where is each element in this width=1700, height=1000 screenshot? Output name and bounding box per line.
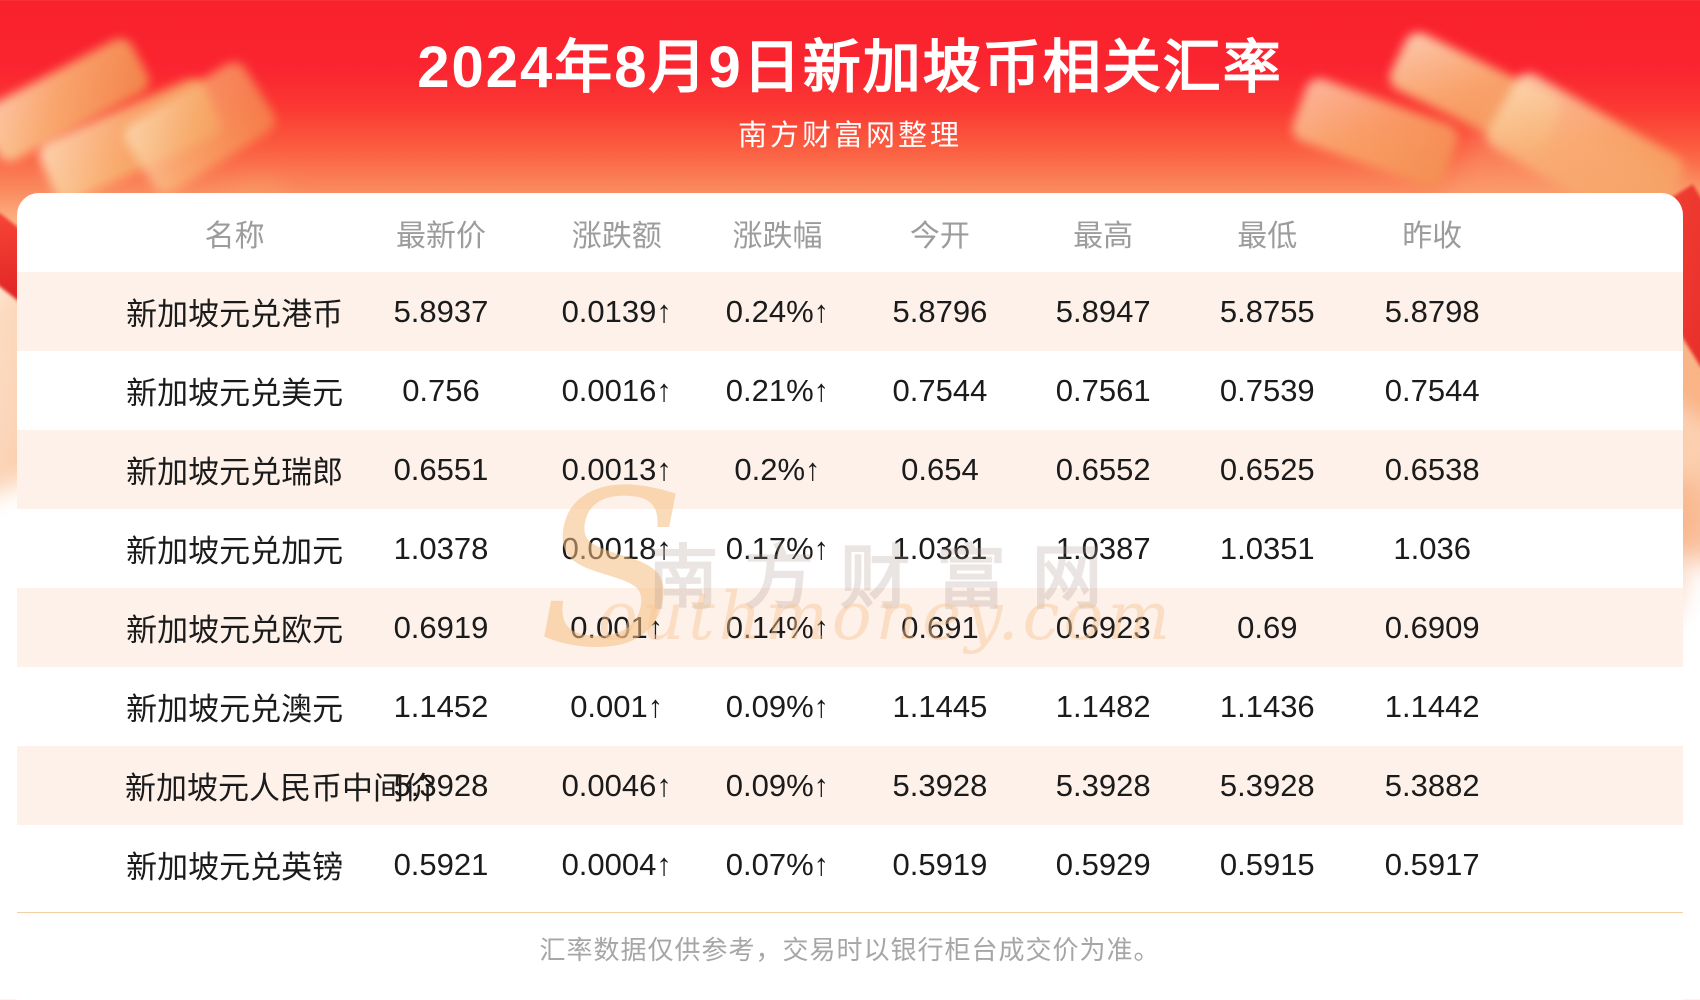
high-price: 5.3928	[1055, 767, 1151, 803]
change-amount: 0.0016↑	[561, 372, 672, 408]
change-percent: 0.2%↑	[734, 451, 821, 487]
open-price: 0.5919	[892, 846, 988, 882]
latest-price: 0.6919	[393, 609, 489, 645]
disclaimer-note: 汇率数据仅供参考，交易时以银行柜台成交价为准。	[539, 935, 1161, 965]
table-header-row: 名称 最新价 涨跌额 涨跌幅 今开 最高 最低 昨收	[17, 193, 1683, 272]
open-price: 5.8796	[892, 293, 988, 329]
pair-name: 新加坡元兑英镑	[126, 850, 344, 885]
change-percent: 0.24%↑	[725, 293, 830, 329]
column-header-change: 涨跌额	[571, 219, 662, 253]
low-price: 1.0351	[1219, 530, 1315, 566]
open-price: 0.7544	[892, 372, 988, 408]
change-amount: 0.0046↑	[561, 767, 672, 803]
change-percent: 0.14%↑	[725, 609, 830, 645]
latest-price: 0.756	[402, 372, 480, 408]
rates-card: 名称 最新价 涨跌额 涨跌幅 今开 最高 最低 昨收 新加坡元兑港币 5.893…	[17, 193, 1683, 1000]
high-price: 0.6923	[1055, 609, 1151, 645]
prev-close-price: 0.7544	[1384, 372, 1480, 408]
latest-price: 0.5921	[393, 846, 489, 882]
open-price: 0.654	[901, 451, 979, 487]
pair-name: 新加坡元兑美元	[126, 376, 344, 411]
latest-price: 1.0378	[393, 530, 489, 566]
low-price: 0.5915	[1219, 846, 1315, 882]
change-amount: 0.0139↑	[561, 293, 672, 329]
low-price: 1.1436	[1219, 688, 1315, 724]
pair-name: 新加坡元人民币中间价	[125, 771, 435, 806]
exchange-rates-table: 名称 最新价 涨跌额 涨跌幅 今开 最高 最低 昨收 新加坡元兑港币 5.893…	[17, 193, 1683, 904]
spacer-cell	[1515, 667, 1683, 746]
prev-close-price: 0.6538	[1384, 451, 1480, 487]
high-price: 1.1482	[1055, 688, 1151, 724]
change-amount: 0.001↑	[570, 609, 664, 645]
pair-name: 新加坡元兑瑞郎	[126, 455, 344, 490]
pair-name: 新加坡元兑加元	[126, 534, 344, 569]
spacer-cell	[1515, 588, 1683, 667]
prev-close-price: 5.3882	[1384, 767, 1480, 803]
open-price: 1.1445	[892, 688, 988, 724]
high-price: 0.6552	[1055, 451, 1151, 487]
prev-close-price: 0.6909	[1384, 609, 1480, 645]
spacer-cell	[1515, 825, 1683, 904]
column-header-low: 最低	[1237, 219, 1298, 253]
open-price: 5.3928	[892, 767, 988, 803]
prev-close-price: 1.1442	[1384, 688, 1480, 724]
footer-divider: 汇率数据仅供参考，交易时以银行柜台成交价为准。	[17, 912, 1683, 967]
change-percent: 0.07%↑	[725, 846, 830, 882]
high-price: 0.7561	[1055, 372, 1151, 408]
spacer-cell	[1515, 509, 1683, 588]
column-header-open: 今开	[909, 219, 970, 253]
open-price: 0.691	[901, 609, 979, 645]
column-header-change-pct: 涨跌幅	[732, 219, 823, 253]
low-price: 5.8755	[1219, 293, 1315, 329]
table-row: 新加坡元人民币中间价 5.3928 0.0046↑ 0.09%↑ 5.3928 …	[17, 746, 1683, 825]
prev-close-price: 5.8798	[1384, 293, 1480, 329]
page-subtitle: 南方财富网整理	[737, 120, 962, 152]
column-header-prev-close: 昨收	[1402, 219, 1463, 253]
change-amount: 0.0004↑	[561, 846, 672, 882]
high-price: 1.0387	[1055, 530, 1151, 566]
prev-close-price: 0.5917	[1384, 846, 1480, 882]
page-title: 2024年8月9日新加坡币相关汇率	[417, 35, 1283, 100]
column-header-high: 最高	[1073, 219, 1134, 253]
pair-name: 新加坡元兑澳元	[126, 692, 344, 727]
spacer-cell	[1515, 351, 1683, 430]
latest-price: 0.6551	[393, 451, 489, 487]
column-header-spacer	[1515, 193, 1683, 272]
latest-price: 5.3928	[393, 767, 489, 803]
low-price: 0.7539	[1219, 372, 1315, 408]
change-percent: 0.17%↑	[725, 530, 830, 566]
low-price: 0.69	[1237, 609, 1298, 645]
table-row: 新加坡元兑美元 0.756 0.0016↑ 0.21%↑ 0.7544 0.75…	[17, 351, 1683, 430]
column-header-latest: 最新价	[395, 219, 486, 253]
spacer-cell	[1515, 272, 1683, 351]
pair-name: 新加坡元兑欧元	[126, 613, 344, 648]
table-row: 新加坡元兑澳元 1.1452 0.001↑ 0.09%↑ 1.1445 1.14…	[17, 667, 1683, 746]
change-amount: 0.001↑	[570, 688, 664, 724]
prev-close-price: 1.036	[1393, 530, 1471, 566]
low-price: 5.3928	[1219, 767, 1315, 803]
open-price: 1.0361	[892, 530, 988, 566]
table-row: 新加坡元兑港币 5.8937 0.0139↑ 0.24%↑ 5.8796 5.8…	[17, 272, 1683, 351]
change-amount: 0.0013↑	[561, 451, 672, 487]
pair-name: 新加坡元兑港币	[126, 297, 344, 332]
change-amount: 0.0018↑	[561, 530, 672, 566]
latest-price: 1.1452	[393, 688, 489, 724]
low-price: 0.6525	[1219, 451, 1315, 487]
column-header-name: 名称	[204, 219, 265, 253]
table-row: 新加坡元兑欧元 0.6919 0.001↑ 0.14%↑ 0.691 0.692…	[17, 588, 1683, 667]
table-row: 新加坡元兑加元 1.0378 0.0018↑ 0.17%↑ 1.0361 1.0…	[17, 509, 1683, 588]
latest-price: 5.8937	[393, 293, 489, 329]
spacer-cell	[1515, 430, 1683, 509]
change-percent: 0.09%↑	[725, 767, 830, 803]
spacer-cell	[1515, 746, 1683, 825]
change-percent: 0.09%↑	[725, 688, 830, 724]
high-price: 0.5929	[1055, 846, 1151, 882]
change-percent: 0.21%↑	[725, 372, 830, 408]
high-price: 5.8947	[1055, 293, 1151, 329]
table-row: 新加坡元兑瑞郎 0.6551 0.0013↑ 0.2%↑ 0.654 0.655…	[17, 430, 1683, 509]
table-row: 新加坡元兑英镑 0.5921 0.0004↑ 0.07%↑ 0.5919 0.5…	[17, 825, 1683, 904]
